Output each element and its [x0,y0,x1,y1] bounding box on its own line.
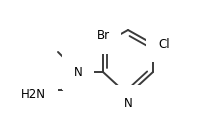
Text: N: N [74,66,82,78]
Text: H2N: H2N [21,89,46,101]
Text: Br: Br [96,29,109,42]
Text: N: N [124,97,132,110]
Text: Cl: Cl [158,38,170,51]
